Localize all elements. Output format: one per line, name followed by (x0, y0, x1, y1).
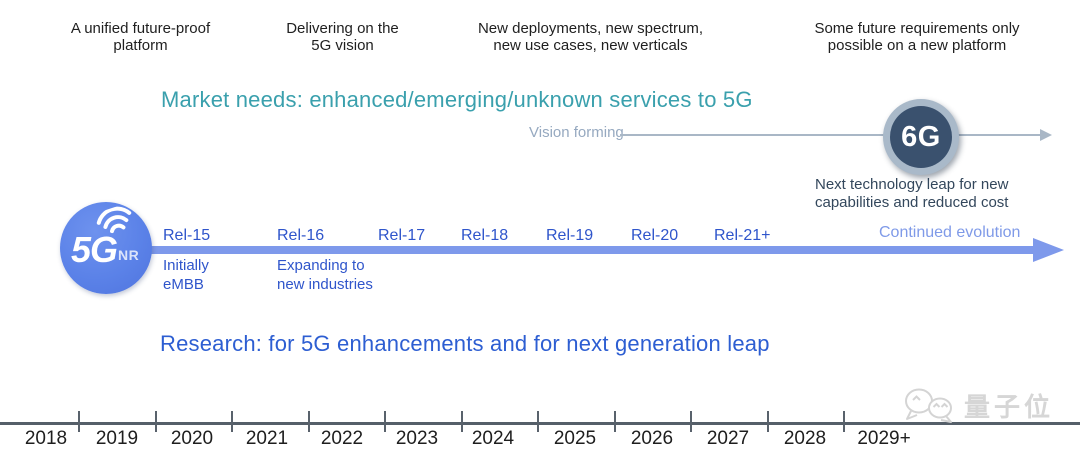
release-label-rel18: Rel-18 (461, 227, 509, 244)
release-label-rel20: Rel-20 (631, 227, 679, 244)
year-label-2028: 2028 (783, 428, 827, 449)
top-annotation-unified-platform: A unified future-proof platform (70, 20, 211, 55)
year-label-2018: 2018 (24, 428, 68, 449)
vision-arrowhead-icon (1040, 129, 1052, 141)
release-label-rel19: Rel-19 (546, 227, 594, 244)
market-needs-heading: Market needs: enhanced/emerging/unknown … (161, 87, 753, 112)
timeline-tick (155, 411, 157, 432)
year-label-2021: 2021 (245, 428, 289, 449)
node-6g-label: 6G (890, 106, 952, 168)
year-label-2029plus: 2029+ (857, 428, 911, 449)
timeline-tick (614, 411, 616, 432)
timeline-tick (690, 411, 692, 432)
year-label-2027: 2027 (706, 428, 750, 449)
year-label-2022: 2022 (320, 428, 364, 449)
wechat-bubbles-icon (905, 388, 952, 423)
timeline-tick (231, 411, 233, 432)
year-label-2023: 2023 (395, 428, 439, 449)
year-label-2026: 2026 (630, 428, 674, 449)
continued-evolution-label: Continued evolution (879, 224, 1021, 241)
timeline-tick (308, 411, 310, 432)
vision-forming-line (620, 134, 1042, 136)
timeline-tick (537, 411, 539, 432)
release-note-embb: Initially eMBB (163, 257, 209, 293)
node-5g-nr: 5G NR (60, 202, 152, 294)
top-annotation-new-platform: Some future requirements only possible o… (814, 20, 1020, 55)
top-annotation-5g-vision: Delivering on the 5G vision (286, 20, 399, 55)
evolution-arrow-line (140, 246, 1034, 254)
evolution-arrowhead-icon (1033, 238, 1064, 262)
year-label-2024: 2024 (471, 428, 515, 449)
year-label-2020: 2020 (170, 428, 214, 449)
year-label-2025: 2025 (553, 428, 597, 449)
release-label-rel16: Rel-16 (277, 227, 325, 244)
release-label-rel15: Rel-15 (163, 227, 211, 244)
release-label-rel17: Rel-17 (378, 227, 426, 244)
node-5g-label: 5G (71, 229, 118, 270)
watermark: 量子位 (902, 386, 1054, 424)
next-technology-caption: Next technology leap for new capabilitie… (815, 176, 1009, 211)
research-heading: Research: for 5G enhancements and for ne… (160, 331, 770, 356)
release-note-industries: Expanding to new industries (277, 257, 373, 293)
timeline-tick (843, 411, 845, 432)
timeline-tick (384, 411, 386, 432)
timeline-tick (767, 411, 769, 432)
top-annotation-new-deployments: New deployments, new spectrum, new use c… (477, 20, 704, 55)
timeline-axis (0, 422, 1080, 425)
vision-forming-label: Vision forming (529, 124, 624, 141)
signal-waves-icon (96, 206, 132, 234)
node-nr-label: NR (118, 247, 140, 263)
timeline-tick (78, 411, 80, 432)
timeline-tick (461, 411, 463, 432)
release-label-rel21plus: Rel-21+ (714, 227, 771, 244)
node-6g: 6G (883, 99, 959, 175)
watermark-text: 量子位 (964, 392, 1055, 423)
year-label-2019: 2019 (95, 428, 139, 449)
